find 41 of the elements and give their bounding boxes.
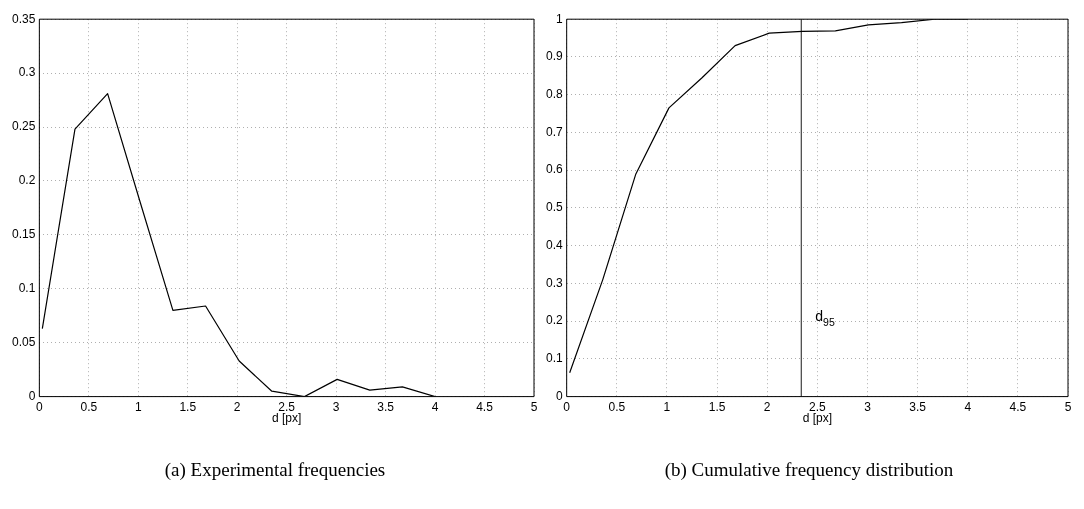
text: (a) Experimental frequencies: [164, 459, 386, 481]
y-tick-label: 0.15: [12, 227, 36, 242]
x-axis-title: d [px]: [272, 410, 302, 425]
x-tick-label: 1.5: [179, 400, 197, 415]
y-tick-label: 0.9: [545, 49, 563, 64]
text: (b) Cumulative frequency distribution: [664, 459, 954, 481]
y-tick-label: 0: [28, 388, 36, 403]
y-tick-label: 0.2: [18, 173, 36, 188]
x-tick-label: 1: [134, 400, 142, 415]
x-tick-label: 0.5: [608, 400, 626, 415]
x-tick-label: 5: [530, 400, 538, 415]
x-axis-title: d [px]: [802, 410, 833, 425]
x-tick-label: 3.5: [377, 400, 395, 415]
x-tick-label: 2: [763, 400, 771, 415]
y-tick-label: 0.7: [545, 124, 563, 139]
y-tick-label: 0.3: [18, 65, 36, 80]
y-tick-label: 0.35: [12, 11, 36, 26]
y-tick-label: 0.05: [12, 335, 36, 349]
y-tick-label: 0.1: [545, 351, 563, 366]
x-tick-label: 4: [431, 400, 439, 415]
x-tick-label: 2: [233, 400, 241, 415]
x-tick-label: 5: [1064, 400, 1072, 415]
x-tick-label: 4.5: [476, 400, 494, 415]
y-tick-label: 0: [555, 388, 563, 403]
x-tick-label: 1: [663, 400, 671, 415]
y-tick-label: 0.25: [12, 119, 36, 134]
y-tick-label: 0.1: [18, 281, 36, 296]
x-tick-label: 0.5: [80, 400, 98, 415]
x-tick-label: 3: [332, 400, 340, 415]
y-tick-label: 0.6: [545, 162, 563, 177]
y-tick-label: 0.5: [545, 200, 563, 215]
y-tick-label: 0.3: [545, 275, 563, 290]
y-tick-label: 0.4: [545, 237, 563, 252]
x-tick-label: 1.5: [708, 400, 726, 415]
x-tick-label: 4.5: [1009, 400, 1027, 415]
y-tick-label: 0.2: [545, 313, 563, 328]
x-tick-label: 3: [864, 400, 872, 415]
y-tick-label: 1: [555, 11, 563, 26]
x-tick-label: 4: [964, 400, 972, 415]
x-tick-label: 3.5: [909, 400, 927, 415]
y-tick-label: 0.8: [545, 86, 563, 101]
